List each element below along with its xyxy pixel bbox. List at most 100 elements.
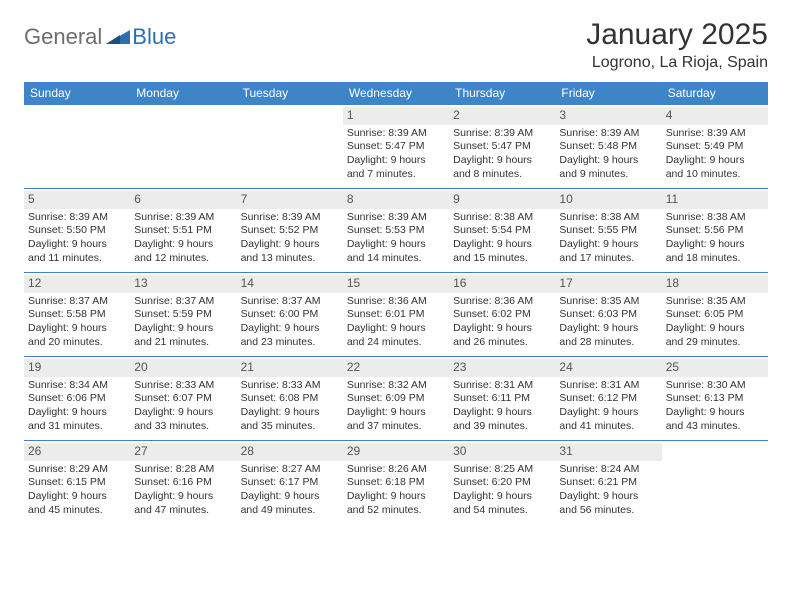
day-cell: 23Sunrise: 8:31 AMSunset: 6:11 PMDayligh…	[449, 357, 555, 441]
day-info: Sunrise: 8:35 AMSunset: 6:03 PMDaylight:…	[559, 295, 657, 350]
col-tuesday: Tuesday	[237, 82, 343, 105]
day-number: 15	[343, 275, 449, 293]
day-number: 1	[343, 107, 449, 125]
day-cell: 28Sunrise: 8:27 AMSunset: 6:17 PMDayligh…	[237, 441, 343, 525]
day-number: 18	[662, 275, 768, 293]
day-info: Sunrise: 8:39 AMSunset: 5:50 PMDaylight:…	[28, 211, 126, 266]
day-info: Sunrise: 8:33 AMSunset: 6:07 PMDaylight:…	[134, 379, 232, 434]
page-title: January 2025	[586, 18, 768, 52]
col-wednesday: Wednesday	[343, 82, 449, 105]
day-number: 21	[237, 359, 343, 377]
day-info: Sunrise: 8:38 AMSunset: 5:55 PMDaylight:…	[559, 211, 657, 266]
day-number: 25	[662, 359, 768, 377]
day-number: 12	[24, 275, 130, 293]
day-cell: 13Sunrise: 8:37 AMSunset: 5:59 PMDayligh…	[130, 273, 236, 357]
day-cell: 27Sunrise: 8:28 AMSunset: 6:16 PMDayligh…	[130, 441, 236, 525]
week-row: 26 Sunrise: 8:29 AMSunset: 6:15 PMDayligh…	[24, 441, 768, 525]
week-row: 5 Sunrise: 8:39 AMSunset: 5:50 PMDaylight…	[24, 189, 768, 273]
day-info: Sunrise: 8:35 AMSunset: 6:05 PMDaylight:…	[666, 295, 764, 350]
logo-text-blue: Blue	[132, 24, 176, 50]
day-number: 29	[343, 443, 449, 461]
day-info: Sunrise: 8:38 AMSunset: 5:56 PMDaylight:…	[666, 211, 764, 266]
day-cell: 2 Sunrise: 8:39 AMSunset: 5:47 PMDaylight…	[449, 105, 555, 189]
day-cell: 21Sunrise: 8:33 AMSunset: 6:08 PMDayligh…	[237, 357, 343, 441]
col-friday: Friday	[555, 82, 661, 105]
day-info: Sunrise: 8:39 AMSunset: 5:48 PMDaylight:…	[559, 127, 657, 182]
day-info: Sunrise: 8:24 AMSunset: 6:21 PMDaylight:…	[559, 463, 657, 518]
day-number: 17	[555, 275, 661, 293]
location: Logrono, La Rioja, Spain	[586, 54, 768, 72]
day-info: Sunrise: 8:39 AMSunset: 5:47 PMDaylight:…	[453, 127, 551, 182]
day-number: 23	[449, 359, 555, 377]
day-cell: 26 Sunrise: 8:29 AMSunset: 6:15 PMDayligh…	[24, 441, 130, 525]
day-number: 8	[343, 191, 449, 209]
day-info: Sunrise: 8:29 AMSunset: 6:15 PMDaylight:…	[28, 463, 126, 518]
day-info: Sunrise: 8:32 AMSunset: 6:09 PMDaylight:…	[347, 379, 445, 434]
day-cell: 1 Sunrise: 8:39 AMSunset: 5:47 PMDaylight…	[343, 105, 449, 189]
day-info: Sunrise: 8:39 AMSunset: 5:49 PMDaylight:…	[666, 127, 764, 182]
day-cell	[237, 105, 343, 189]
logo: General Blue	[24, 24, 176, 50]
col-sunday: Sunday	[24, 82, 130, 105]
day-cell: 29Sunrise: 8:26 AMSunset: 6:18 PMDayligh…	[343, 441, 449, 525]
day-info: Sunrise: 8:39 AMSunset: 5:52 PMDaylight:…	[241, 211, 339, 266]
day-info: Sunrise: 8:34 AMSunset: 6:06 PMDaylight:…	[28, 379, 126, 434]
day-cell: 14 Sunrise: 8:37 AMSunset: 6:00 PMDayligh…	[237, 273, 343, 357]
day-number: 6	[130, 191, 236, 209]
day-number: 26	[24, 443, 130, 461]
day-info: Sunrise: 8:36 AMSunset: 6:02 PMDaylight:…	[453, 295, 551, 350]
col-thursday: Thursday	[449, 82, 555, 105]
day-cell	[24, 105, 130, 189]
day-cell: 10 Sunrise: 8:38 AMSunset: 5:55 PMDayligh…	[555, 189, 661, 273]
day-info: Sunrise: 8:37 AMSunset: 6:00 PMDaylight:…	[241, 295, 339, 350]
day-cell: 11Sunrise: 8:38 AMSunset: 5:56 PMDayligh…	[662, 189, 768, 273]
day-cell: 19 Sunrise: 8:34 AMSunset: 6:06 PMDayligh…	[24, 357, 130, 441]
day-number: 14	[237, 275, 343, 293]
day-cell: 12 Sunrise: 8:37 AMSunset: 5:58 PMDayligh…	[24, 273, 130, 357]
day-number: 27	[130, 443, 236, 461]
col-saturday: Saturday	[662, 82, 768, 105]
week-row: 12 Sunrise: 8:37 AMSunset: 5:58 PMDayligh…	[24, 273, 768, 357]
day-cell: 31 Sunrise: 8:24 AMSunset: 6:21 PMDayligh…	[555, 441, 661, 525]
day-info: Sunrise: 8:39 AMSunset: 5:47 PMDaylight:…	[347, 127, 445, 182]
calendar-table: Sunday Monday Tuesday Wednesday Thursday…	[24, 82, 768, 525]
day-cell	[662, 441, 768, 525]
day-cell: 7Sunrise: 8:39 AMSunset: 5:52 PMDaylight…	[237, 189, 343, 273]
day-cell: 24 Sunrise: 8:31 AMSunset: 6:12 PMDayligh…	[555, 357, 661, 441]
day-cell: 25Sunrise: 8:30 AMSunset: 6:13 PMDayligh…	[662, 357, 768, 441]
day-number: 19	[24, 359, 130, 377]
title-block: January 2025 Logrono, La Rioja, Spain	[586, 18, 768, 72]
header: General Blue January 2025 Logrono, La Ri…	[24, 18, 768, 72]
day-number: 5	[24, 191, 130, 209]
day-cell: 8 Sunrise: 8:39 AMSunset: 5:53 PMDaylight…	[343, 189, 449, 273]
day-info: Sunrise: 8:39 AMSunset: 5:53 PMDaylight:…	[347, 211, 445, 266]
day-number: 2	[449, 107, 555, 125]
day-cell: 17 Sunrise: 8:35 AMSunset: 6:03 PMDayligh…	[555, 273, 661, 357]
day-cell: 15 Sunrise: 8:36 AMSunset: 6:01 PMDayligh…	[343, 273, 449, 357]
day-number: 24	[555, 359, 661, 377]
day-info: Sunrise: 8:37 AMSunset: 5:58 PMDaylight:…	[28, 295, 126, 350]
day-info: Sunrise: 8:36 AMSunset: 6:01 PMDaylight:…	[347, 295, 445, 350]
day-number: 20	[130, 359, 236, 377]
day-cell: 20 Sunrise: 8:33 AMSunset: 6:07 PMDayligh…	[130, 357, 236, 441]
day-info: Sunrise: 8:31 AMSunset: 6:12 PMDaylight:…	[559, 379, 657, 434]
day-cell: 5 Sunrise: 8:39 AMSunset: 5:50 PMDaylight…	[24, 189, 130, 273]
day-number: 28	[237, 443, 343, 461]
day-number: 9	[449, 191, 555, 209]
day-info: Sunrise: 8:37 AMSunset: 5:59 PMDaylight:…	[134, 295, 232, 350]
day-cell: 30Sunrise: 8:25 AMSunset: 6:20 PMDayligh…	[449, 441, 555, 525]
day-cell: 6Sunrise: 8:39 AMSunset: 5:51 PMDaylight…	[130, 189, 236, 273]
day-number: 3	[555, 107, 661, 125]
day-cell: 3 Sunrise: 8:39 AMSunset: 5:48 PMDaylight…	[555, 105, 661, 189]
day-cell: 16Sunrise: 8:36 AMSunset: 6:02 PMDayligh…	[449, 273, 555, 357]
logo-text-general: General	[24, 24, 102, 50]
day-number: 31	[555, 443, 661, 461]
logo-triangle-icon	[106, 26, 130, 49]
col-monday: Monday	[130, 82, 236, 105]
week-row: 1Sunrise: 8:39 AMSunset: 5:47 PMDaylight…	[24, 105, 768, 189]
day-number: 22	[343, 359, 449, 377]
day-cell: 9Sunrise: 8:38 AMSunset: 5:54 PMDaylight…	[449, 189, 555, 273]
day-number: 10	[555, 191, 661, 209]
day-number: 30	[449, 443, 555, 461]
week-row: 19 Sunrise: 8:34 AMSunset: 6:06 PMDayligh…	[24, 357, 768, 441]
